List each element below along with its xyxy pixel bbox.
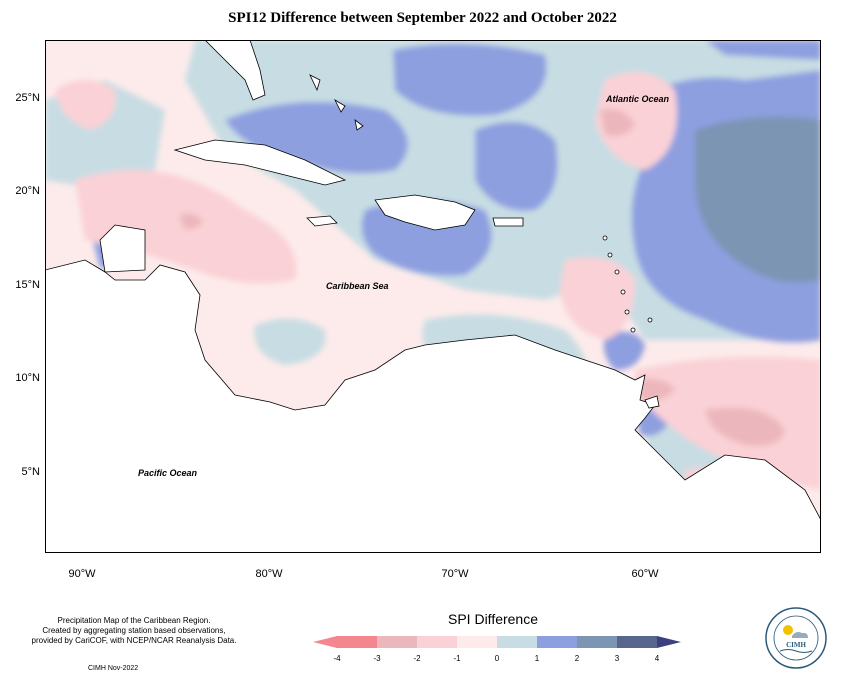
legend-swatch (337, 636, 377, 648)
lon-label-70w: 70°W (441, 568, 469, 580)
map-title: SPI12 Difference between September 2022 … (228, 10, 617, 26)
legend-tick-label: 4 (654, 654, 660, 663)
lon-label-90w: 90°W (68, 568, 96, 580)
islands (173, 74, 660, 409)
lat-label-25n: 25°N (15, 92, 40, 104)
legend-tick-label: -3 (373, 654, 381, 663)
sun-icon (783, 625, 793, 635)
svg-text:CIMH: CIMH (786, 641, 806, 649)
legend-tick-label: 1 (534, 654, 540, 663)
map-border (45, 40, 821, 553)
footer-line-3: provided by CariCOF, with NCEP/NCAR Rean… (31, 636, 237, 645)
lon-label-80w: 80°W (255, 568, 283, 580)
legend-tick-label: 0 (494, 654, 500, 663)
lat-label-5n: 5°N (21, 466, 40, 478)
lon-label-60w: 60°W (631, 568, 659, 580)
legend-swatch (457, 636, 497, 648)
lat-label-10n: 10°N (15, 372, 40, 384)
spi-difference-map (45, 40, 821, 553)
cimh-logo: CIMH (764, 606, 828, 670)
legend-arrow-left (313, 636, 337, 648)
atlantic-ocean-label: Atlantic Ocean (606, 94, 670, 104)
legend-swatch (417, 636, 457, 648)
footer-line-2: Created by aggregating station based obs… (42, 626, 226, 635)
legend-title: SPI Difference (448, 611, 539, 627)
legend-swatch (577, 636, 617, 648)
legend-arrow-right (657, 636, 681, 648)
legend-tick-label: -1 (453, 654, 461, 663)
caribbean-sea-label: Caribbean Sea (326, 281, 389, 291)
legend-colorbar (313, 632, 681, 657)
footer-date: CIMH Nov-2022 (88, 665, 139, 672)
cloud-icon (792, 632, 808, 638)
footer-line-1: Precipitation Map of the Caribbean Regio… (57, 616, 211, 625)
lat-label-20n: 20°N (15, 185, 40, 197)
footer-note: Precipitation Map of the Caribbean Regio… (14, 616, 254, 646)
legend-tick-label: 2 (574, 654, 580, 663)
legend-tick-label: -2 (413, 654, 421, 663)
legend-tick-label: 3 (614, 654, 620, 663)
legend-swatch (617, 636, 657, 648)
land-masses (45, 40, 821, 553)
legend-swatch (377, 636, 417, 648)
pacific-ocean-label: Pacific Ocean (138, 468, 198, 478)
legend-tick-label: -4 (333, 654, 341, 663)
lat-label-15n: 15°N (15, 279, 40, 291)
legend-swatch (537, 636, 577, 648)
legend-swatch (497, 636, 537, 648)
